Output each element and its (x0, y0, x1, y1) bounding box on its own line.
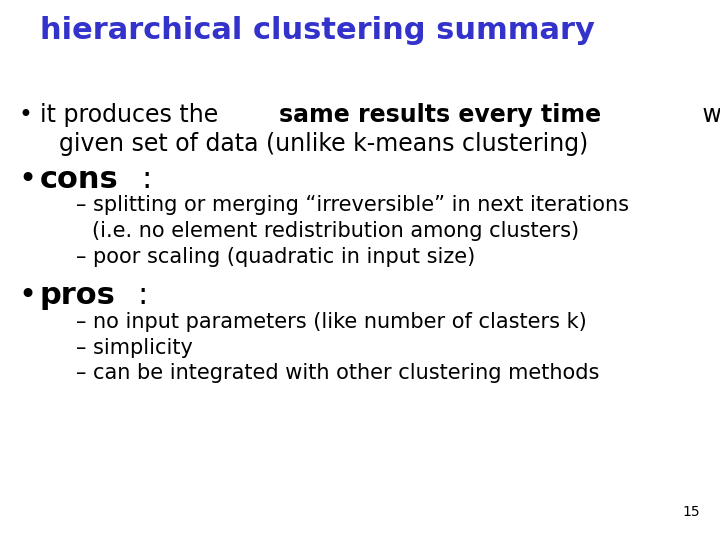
Text: – simplicity: – simplicity (76, 338, 192, 357)
Text: with a: with a (695, 103, 720, 126)
Text: •: • (18, 103, 32, 126)
Text: – poor scaling (quadratic in input size): – poor scaling (quadratic in input size) (76, 247, 475, 267)
Text: same results every time: same results every time (279, 103, 601, 126)
Text: •: • (18, 165, 36, 194)
Text: (i.e. no element redistribution among clusters): (i.e. no element redistribution among cl… (92, 221, 580, 241)
Text: – splitting or merging “irreversible” in next iterations: – splitting or merging “irreversible” in… (76, 195, 629, 215)
Text: •: • (18, 281, 36, 310)
Text: – no input parameters (like number of clasters k): – no input parameters (like number of cl… (76, 312, 586, 332)
Text: 15: 15 (683, 505, 700, 519)
Text: given set of data (unlike k-means clustering): given set of data (unlike k-means cluste… (59, 132, 588, 156)
Text: hierarchical clustering summary: hierarchical clustering summary (40, 16, 595, 45)
Text: :: : (141, 165, 151, 194)
Text: pros: pros (40, 281, 115, 310)
Text: cons: cons (40, 165, 118, 194)
Text: :: : (138, 281, 148, 310)
Text: it produces the: it produces the (40, 103, 225, 126)
Text: – can be integrated with other clustering methods: – can be integrated with other clusterin… (76, 363, 599, 383)
